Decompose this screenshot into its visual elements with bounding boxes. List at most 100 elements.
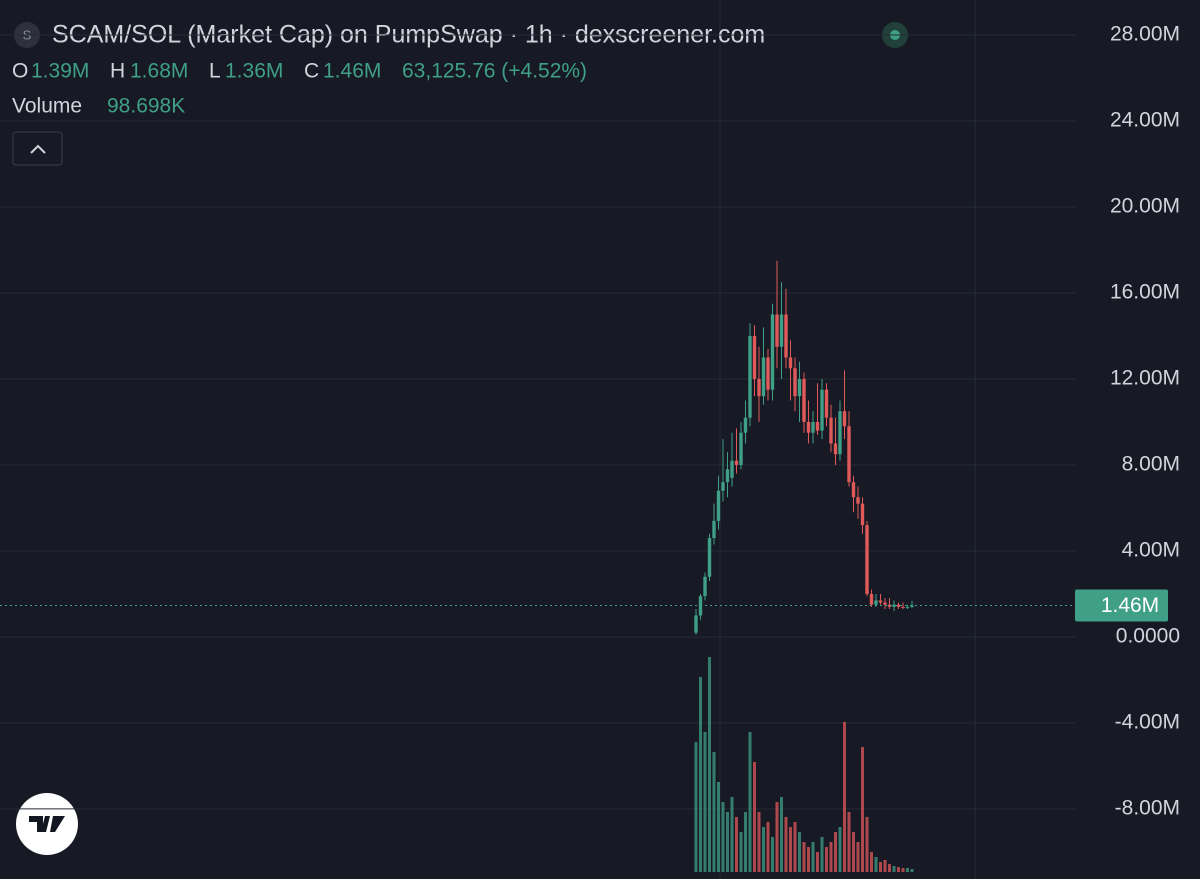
volume-bar [883,860,887,872]
volume-bar [906,868,909,872]
volume-bar [802,842,806,872]
candle-body [775,314,779,347]
y-tick-label: 12.00M [1110,367,1180,390]
candle-body [869,593,874,605]
candle-body [707,538,712,577]
candle-body [851,482,856,498]
last-price-label: 1.46M [1101,594,1159,617]
volume-bar [807,847,810,872]
candle-body [734,460,739,465]
volume-bar [834,832,837,872]
volume-bar [775,802,779,872]
volume-bar [726,812,729,872]
collapse-button[interactable] [12,131,63,166]
candle-body [779,314,784,347]
candle-body [743,417,748,433]
volume-value: 98.698K [107,95,185,118]
candle-body [847,426,851,483]
candle-body [761,357,766,397]
candle-body [694,615,698,633]
logo [29,816,65,832]
volume-bar [879,862,882,872]
volume-bar [852,832,855,872]
volume-bar [856,842,860,872]
readout-value: 1.68M [130,60,188,83]
candle-body [878,600,883,603]
volume-bar [721,802,725,872]
readout-change: 63,125.76 (+4.52%) [402,60,587,83]
volume-bar [897,867,900,872]
candle-body [748,335,752,418]
volume-bar [874,857,878,872]
candle-body [901,606,905,608]
volume-bar [843,722,846,872]
volume-bar [744,812,747,872]
y-tick-label: 20.00M [1110,195,1180,218]
candle-body [820,389,824,431]
candle-body [784,314,788,358]
y-tick-label: 28.00M [1110,23,1180,46]
y-tick-label: 16.00M [1110,281,1180,304]
volume-bar [789,827,792,872]
volume-bar [694,742,698,872]
volume-bar [825,847,828,872]
y-tick-label: 0.0000 [1116,624,1180,647]
volume-bar [820,837,824,872]
volume-bar [901,868,905,872]
volume-bar [717,782,720,872]
volume-bar [892,866,896,872]
candle-body [856,497,860,504]
volume-bar [730,797,734,872]
candle-body [815,421,820,431]
volume-bar [811,842,815,872]
candle-body [725,469,730,483]
volume-bar [735,817,738,872]
candle-body [739,432,743,465]
candle-body [721,482,725,491]
volume-bar [816,852,819,872]
volume-bar [712,752,716,872]
readout-label: L [209,60,221,83]
candle-body [806,421,811,433]
candle-body [752,335,757,379]
candle-body [838,411,842,455]
volume-label: Volume [12,95,82,118]
volume-bar [708,657,711,872]
readout-label: C [304,60,319,83]
candle-body [887,604,892,607]
volume-bar [910,869,914,872]
volume-bar [865,817,869,872]
readout-value: 1.39M [31,60,89,83]
candle-body [829,417,833,444]
candle-body [842,411,847,427]
volume-bar [771,837,774,872]
readout-label: O [12,60,28,83]
candle-body [860,503,865,526]
y-tick-label: -4.00M [1115,710,1180,733]
candle-body [793,368,797,397]
candle-body [905,607,910,609]
candle-body [811,421,815,433]
volume-bar [753,762,756,872]
candle-body [797,378,802,397]
volume-bar [870,852,873,872]
candle-body [703,576,707,597]
volume-bar [861,747,864,872]
readout-value: 1.46M [323,60,381,83]
y-tick-label: -8.00M [1115,796,1180,819]
volume-bar [829,842,833,872]
candle-body [757,378,761,397]
candle-body [892,604,896,607]
candle-body [883,602,887,605]
volume-bar [739,832,743,872]
volume-bar [798,832,801,872]
candle-body [766,357,770,390]
candle-body [833,443,838,455]
candle-body [910,605,914,608]
candle-body [770,314,775,390]
candle-body [874,600,878,605]
volume-bar [780,797,783,872]
candle-body [712,520,716,539]
